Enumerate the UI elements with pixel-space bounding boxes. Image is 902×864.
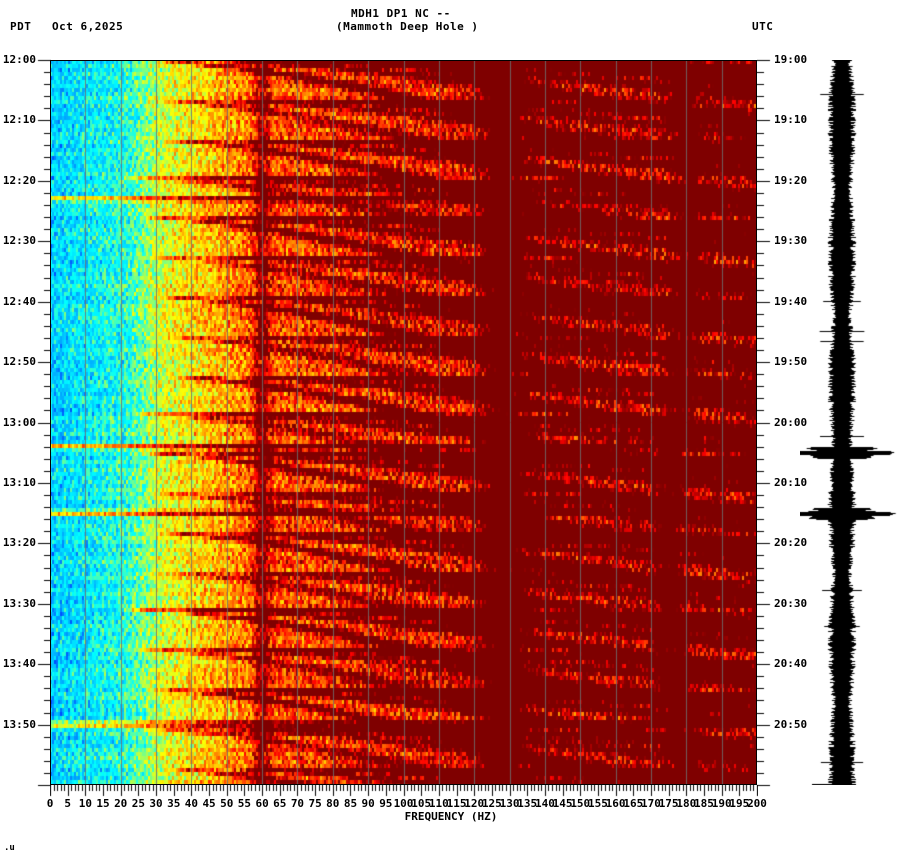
- utc-tick-label: 19:30: [774, 234, 808, 248]
- frequency-tick-label: 130: [499, 797, 520, 810]
- frequency-tick-label: 105: [411, 797, 432, 810]
- utc-tick-label: 20:20: [774, 536, 808, 550]
- frequency-tick-label: 60: [255, 797, 269, 810]
- header-bar: PDT Oct 6,2025 MDH1 DP1 NC -- (Mammoth D…: [0, 0, 902, 56]
- frequency-tick-label: 125: [481, 797, 502, 810]
- frequency-tick-label: 40: [184, 797, 199, 810]
- frequency-tick-label: 80: [326, 797, 340, 810]
- frequency-tick-label: 45: [202, 797, 216, 810]
- timezone-label-right: UTC: [752, 20, 774, 33]
- frequency-tick-label: 0: [46, 797, 54, 810]
- frequency-tick-label: 25: [131, 797, 145, 810]
- frequency-tick-label: 50: [220, 797, 234, 810]
- spectrogram-canvas: [50, 60, 757, 785]
- pdt-tick-label: 13:30: [2, 596, 36, 610]
- frequency-tick-label: 170: [641, 797, 661, 810]
- frequency-tick-label: 135: [517, 797, 538, 810]
- frequency-tick-label: 145: [552, 797, 573, 810]
- pdt-tick-label: 13:50: [2, 717, 36, 731]
- frequency-tick-label: 100: [393, 797, 414, 810]
- pdt-tick-label: 13:40: [2, 657, 36, 671]
- utc-tick-label: 20:10: [774, 475, 808, 489]
- frequency-tick-label: 175: [658, 797, 679, 810]
- left-time-axis: [36, 55, 51, 790]
- utc-tick-label: 20:30: [774, 596, 808, 610]
- frequency-tick-label: 155: [587, 797, 608, 810]
- x-axis-title: FREQUENCY (HZ): [404, 810, 498, 823]
- frequency-tick-label: 15: [96, 797, 110, 810]
- frequency-tick-label: 165: [623, 797, 644, 810]
- seismogram-canvas: [800, 60, 900, 785]
- utc-tick-label: 20:00: [774, 415, 808, 429]
- frequency-tick-label: 5: [64, 797, 71, 810]
- frequency-tick-label: 70: [290, 797, 305, 810]
- frequency-tick-label: 20: [114, 797, 128, 810]
- frequency-tick-label: 190: [711, 797, 732, 810]
- frequency-tick-label: 65: [273, 797, 287, 810]
- frequency-tick-label: 10: [78, 797, 92, 810]
- frequency-tick-label: 185: [694, 797, 714, 810]
- utc-tick-label: 19:50: [774, 355, 808, 369]
- frequency-tick-label: 115: [446, 797, 467, 810]
- pdt-tick-label: 12:40: [2, 294, 36, 308]
- bottom-frequency-axis: [50, 785, 758, 797]
- utc-tick-label: 20:40: [774, 657, 808, 671]
- frequency-tick-label: 140: [534, 797, 555, 810]
- frequency-tick-label: 30: [149, 797, 163, 810]
- pdt-tick-label: 13:00: [2, 415, 36, 429]
- station-title-line1: MDH1 DP1 NC --: [351, 7, 451, 20]
- corner-artifact-mark: .u: [4, 843, 15, 853]
- pdt-tick-label: 12:10: [2, 113, 36, 127]
- frequency-tick-label: 200: [747, 797, 767, 810]
- frequency-tick-label: 120: [464, 797, 485, 810]
- utc-tick-label: 20:50: [774, 717, 808, 731]
- utc-tick-label: 19:20: [774, 173, 808, 187]
- right-time-axis: [757, 55, 772, 790]
- frequency-tick-label: 180: [676, 797, 697, 810]
- utc-tick-label: 19:00: [774, 53, 808, 66]
- frequency-tick-label: 35: [167, 797, 181, 810]
- utc-tick-label: 19:10: [774, 113, 808, 127]
- seismogram-trace: [800, 60, 900, 785]
- pdt-tick-label: 13:10: [2, 475, 36, 489]
- frequency-tick-label: 150: [570, 797, 591, 810]
- frequency-tick-label: 85: [343, 797, 358, 810]
- pdt-tick-label: 12:30: [2, 234, 36, 248]
- pdt-tick-label: 12:50: [2, 355, 36, 369]
- pdt-tick-label: 12:20: [2, 173, 36, 187]
- frequency-tick-label: 95: [379, 797, 393, 810]
- frequency-tick-label: 160: [605, 797, 626, 810]
- pdt-tick-label: 13:20: [2, 536, 36, 550]
- spectrogram-plot: [50, 60, 757, 785]
- frequency-tick-label: 90: [361, 797, 375, 810]
- timezone-label-left: PDT: [10, 20, 32, 33]
- date-label: Oct 6,2025: [52, 20, 124, 33]
- station-title-line2: (Mammoth Deep Hole ): [336, 20, 479, 33]
- frequency-tick-label: 75: [308, 797, 322, 810]
- frequency-tick-label: 55: [237, 797, 252, 810]
- frequency-tick-label: 195: [729, 797, 750, 810]
- pdt-tick-label: 12:00: [2, 53, 36, 66]
- utc-tick-label: 19:40: [774, 294, 808, 308]
- frequency-tick-label: 110: [428, 797, 449, 810]
